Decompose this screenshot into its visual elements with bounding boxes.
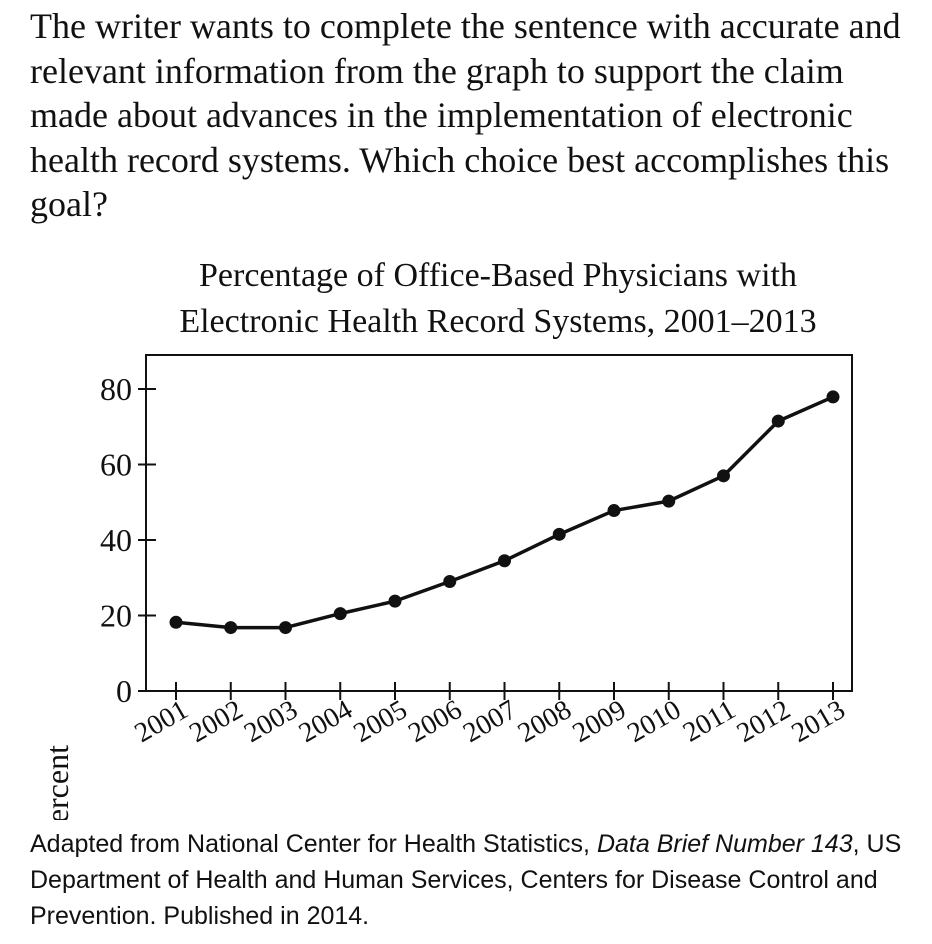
- question-text: The writer wants to complete the sentenc…: [30, 6, 901, 224]
- y-tick-label: 80: [100, 371, 132, 407]
- y-tick-label: 60: [100, 447, 132, 483]
- plot-frame: [145, 354, 853, 692]
- source-italic: Data Brief Number 143: [596, 830, 853, 858]
- y-tick-label: 20: [100, 598, 132, 634]
- data-point: [552, 527, 566, 541]
- chart-title-line-1: Percentage of Office-Based Physicians wi…: [199, 257, 797, 294]
- y-tick-label: 40: [100, 522, 132, 558]
- source-prefix: Adapted from National Center for Health …: [30, 830, 597, 858]
- y-axis-ticks: 0 20 40 60 80: [100, 371, 156, 709]
- data-point: [771, 414, 785, 428]
- data-point: [662, 494, 676, 508]
- data-point: [826, 390, 840, 404]
- x-axis-ticks: 2001200220032004200520062007200820092010…: [130, 682, 851, 749]
- data-point: [607, 504, 621, 518]
- series-line: [175, 395, 834, 630]
- chart-title-line-2: Electronic Health Record Systems, 2001–2…: [179, 303, 816, 340]
- data-point: [224, 621, 238, 635]
- data-point: [279, 621, 292, 635]
- data-point: [333, 607, 347, 621]
- data-point: [717, 469, 730, 483]
- data-point: [169, 615, 183, 629]
- y-tick-label: 0: [116, 673, 132, 709]
- x-tick-label: 2013: [787, 694, 851, 749]
- series-group: [169, 390, 840, 635]
- source-note: Adapted from National Center for Health …: [30, 826, 910, 934]
- x-tick-label: 2010: [622, 694, 686, 749]
- line-chart: Percentage of Office-Based Physicians wi…: [39, 257, 853, 820]
- data-point: [388, 594, 402, 608]
- data-point: [498, 554, 511, 568]
- data-point: [443, 575, 457, 589]
- source-suffix: , US Department of Health and Human Serv…: [30, 830, 902, 930]
- y-axis-label: Percent: [39, 745, 75, 820]
